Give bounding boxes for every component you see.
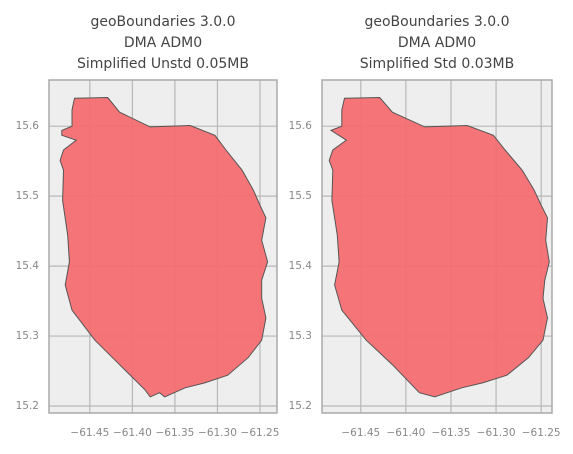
subplot-title: geoBoundaries 3.0.0 — [364, 14, 509, 30]
y-tick-label: 15.2 — [16, 400, 39, 412]
x-tick-label: −61.30 — [477, 427, 516, 439]
y-tick-label: 15.6 — [289, 120, 313, 132]
x-tick-label: −61.35 — [155, 427, 194, 439]
x-tick-label: −61.35 — [432, 427, 471, 439]
y-tick-label: 15.4 — [16, 260, 40, 272]
x-tick-label: −61.25 — [241, 427, 280, 439]
y-tick-label: 15.6 — [16, 120, 40, 132]
subplot-title: DMA ADM0 — [398, 35, 476, 51]
subplot-title: DMA ADM0 — [124, 35, 202, 51]
x-tick-label: −61.40 — [113, 427, 152, 439]
x-tick-label: −61.45 — [341, 427, 380, 439]
axes-frame — [321, 79, 553, 414]
subplot-title: Simplified Unstd 0.05MB — [77, 56, 249, 72]
boundary-polygon — [328, 96, 550, 398]
y-tick-label: 15.4 — [289, 260, 313, 272]
y-tick-label: 15.2 — [289, 400, 312, 412]
y-tick-label: 15.5 — [289, 190, 312, 202]
axes-frame — [48, 79, 278, 414]
y-tick-label: 15.3 — [289, 330, 312, 342]
x-tick-label: −61.45 — [70, 427, 109, 439]
subplot-title: Simplified Std 0.03MB — [360, 56, 514, 72]
subplot-title: geoBoundaries 3.0.0 — [90, 14, 235, 30]
boundary-polygon — [59, 96, 269, 398]
y-tick-label: 15.5 — [16, 190, 39, 202]
x-tick-label: −61.30 — [198, 427, 237, 439]
x-tick-label: −61.40 — [386, 427, 425, 439]
x-tick-label: −61.25 — [522, 427, 561, 439]
y-tick-label: 15.3 — [16, 330, 39, 342]
